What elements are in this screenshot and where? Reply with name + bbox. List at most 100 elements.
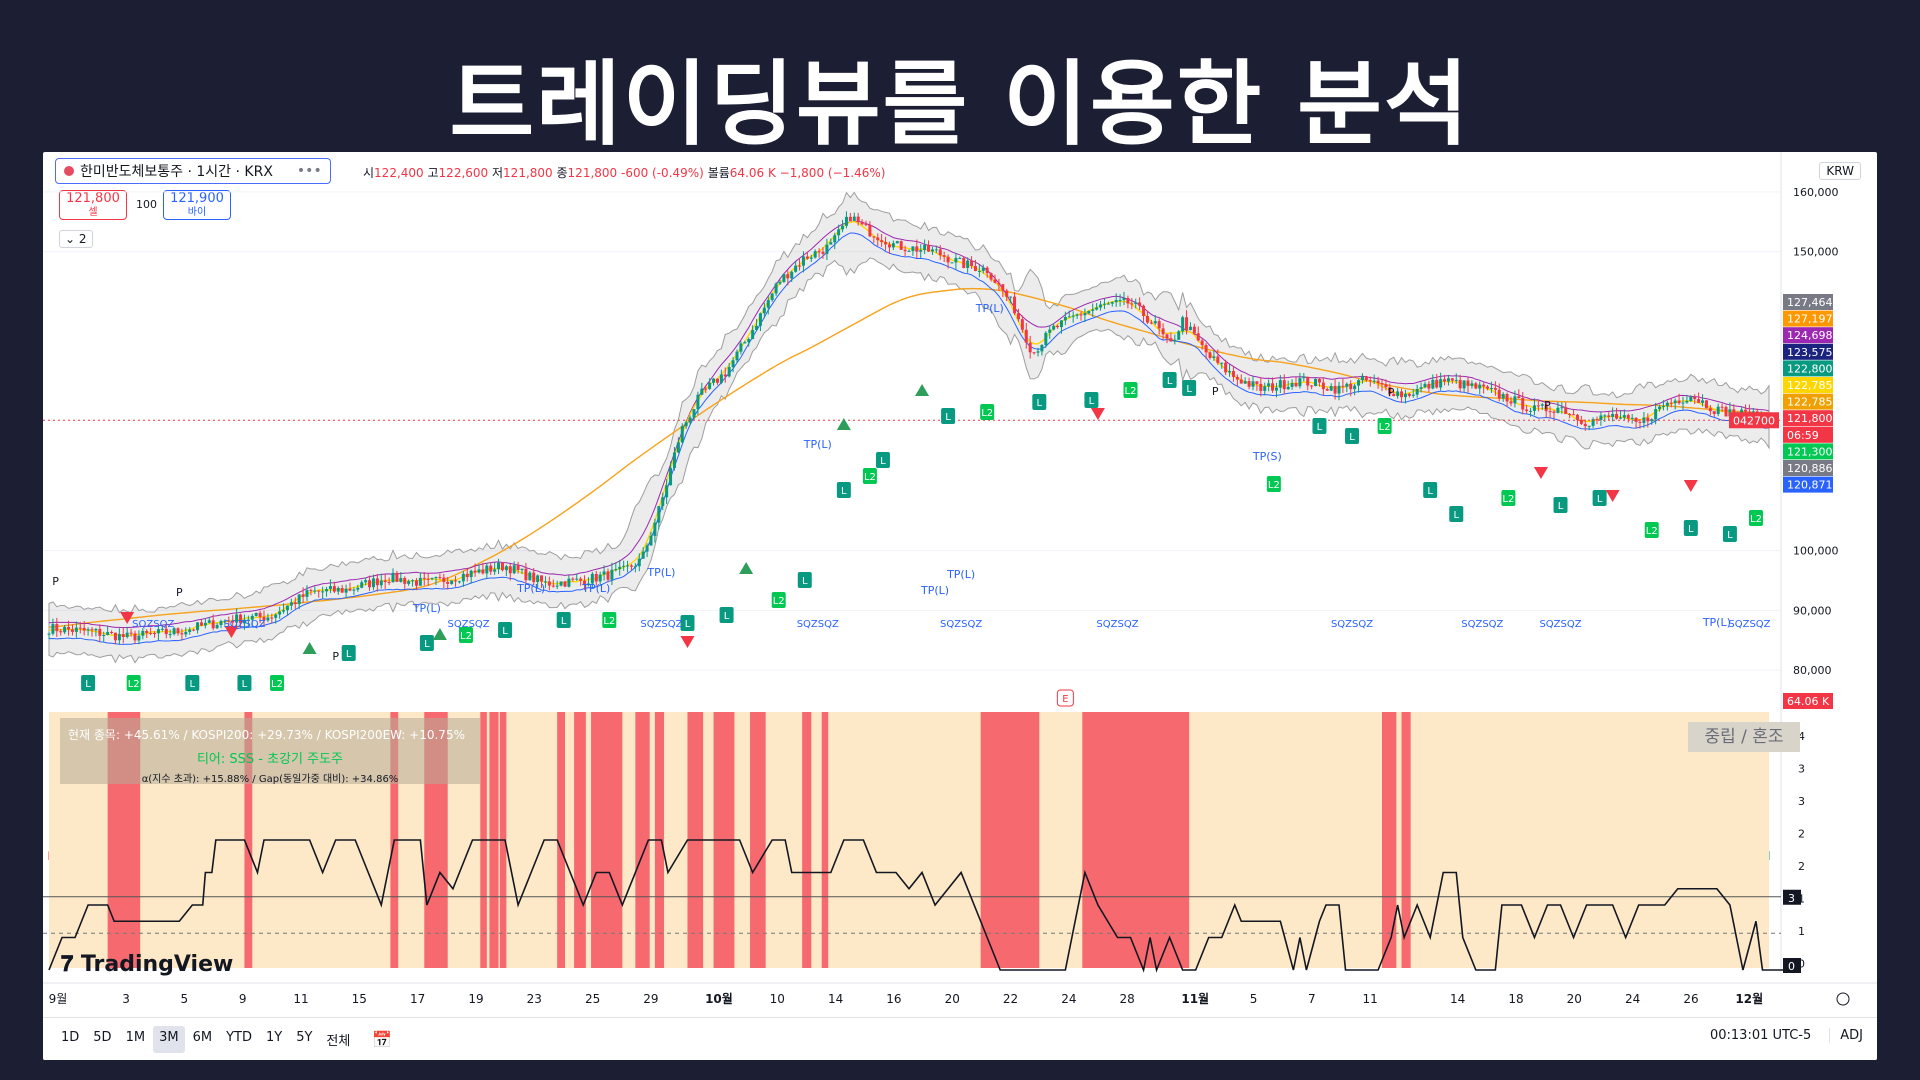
- clock[interactable]: 00:13:01 UTC-5: [1709, 1028, 1812, 1043]
- candle-body: [1364, 376, 1368, 381]
- candle-body: [403, 578, 407, 584]
- more-icon[interactable]: •••: [296, 163, 322, 179]
- long-signal-marker: [126, 675, 141, 691]
- squeeze-label: SQZSQZ: [640, 619, 682, 630]
- currency-select[interactable]: KRW: [1819, 162, 1861, 180]
- adj-button[interactable]: ADJ: [1829, 1028, 1863, 1043]
- quantity-field[interactable]: 100: [136, 198, 157, 211]
- time-tick-label: 10월: [705, 991, 733, 1006]
- range-button[interactable]: 5Y: [296, 1029, 313, 1045]
- long-signal-marker: [680, 615, 695, 631]
- regime-band: [750, 712, 766, 968]
- sell-triangle-marker: [1605, 490, 1620, 502]
- sell-triangle-marker: [1533, 467, 1548, 479]
- indicator-tick-label: 3: [1798, 763, 1805, 776]
- candle-body: [626, 565, 630, 567]
- candle-body: [1427, 383, 1431, 389]
- candle-body: [1290, 383, 1294, 387]
- candle-body: [1349, 383, 1353, 390]
- candle-body: [618, 566, 622, 570]
- candle-body: [176, 628, 180, 634]
- range-button[interactable]: 3M: [153, 1025, 185, 1053]
- candle-body: [1153, 321, 1157, 324]
- candle-body: [649, 535, 653, 546]
- candle-body: [860, 221, 864, 225]
- open-value: 122,400: [374, 166, 424, 180]
- candle-body: [360, 582, 364, 588]
- time-tick-label: 3: [122, 992, 130, 1006]
- range-button[interactable]: 1M: [125, 1029, 146, 1045]
- squeeze-label: SQZSQZ: [1461, 619, 1503, 630]
- buy-button[interactable]: 121,900 바이: [163, 190, 231, 220]
- close-value: 121,800: [567, 166, 618, 180]
- long-signal-marker: [270, 675, 285, 691]
- candle-body: [1521, 398, 1525, 410]
- candle-body: [1661, 405, 1665, 407]
- candle-body: [1611, 413, 1615, 417]
- candle-body: [622, 565, 626, 567]
- range-button[interactable]: 1D: [61, 1029, 80, 1045]
- time-tick-label: 15: [352, 992, 367, 1006]
- bottom-right-controls: 00:13:01 UTC-5 ADJ: [1710, 1028, 1863, 1043]
- candle-body: [1059, 320, 1063, 328]
- candle-body: [1110, 302, 1114, 304]
- squeeze-label: SQZSQZ: [1331, 619, 1373, 630]
- candle-body: [199, 622, 203, 626]
- range-button[interactable]: YTD: [226, 1029, 252, 1045]
- long-signal-label: L2: [1502, 494, 1514, 505]
- sell-button[interactable]: 121,800 셀: [59, 190, 127, 220]
- candle-body: [966, 260, 970, 268]
- candle-body: [977, 270, 981, 272]
- calendar-icon[interactable]: 📅: [372, 1029, 393, 1049]
- sell-triangle-marker: [224, 626, 239, 638]
- long-signal-marker: [1501, 490, 1516, 506]
- symbol-legend[interactable]: 한미반도체보통주 · 1시간 · KRX •••: [55, 158, 331, 184]
- candle-body: [168, 634, 172, 636]
- candle-body: [989, 273, 993, 280]
- buy-label: 바이: [187, 207, 207, 218]
- candle-body: [133, 633, 137, 641]
- indicator-tick-label: 0: [1798, 958, 1805, 971]
- candle-body: [739, 343, 743, 352]
- candle-body: [172, 628, 176, 635]
- candle-body: [1122, 298, 1126, 300]
- candle-body: [547, 581, 551, 586]
- range-button[interactable]: 전체: [326, 1033, 351, 1049]
- candle-body: [770, 293, 774, 301]
- regime-band: [574, 712, 586, 968]
- time-tick-label: 11월: [1181, 991, 1209, 1006]
- candle-body: [973, 265, 977, 272]
- bollinger-band: [48, 191, 1770, 664]
- range-button[interactable]: 5D: [93, 1029, 112, 1045]
- candle-body: [1368, 380, 1372, 382]
- candle-body: [899, 241, 903, 250]
- squeeze-label: SQZSQZ: [1096, 619, 1138, 630]
- candle-body: [1630, 417, 1634, 419]
- candle-body: [454, 580, 458, 582]
- candle-body: [1106, 303, 1110, 305]
- earnings-marker: [1056, 689, 1074, 707]
- chart-canvas[interactable]: 160,000 150,000 100,000 90,000 80,000 042700 1…: [43, 152, 1877, 1018]
- regime-band: [1082, 712, 1190, 968]
- candle-body: [1134, 302, 1138, 304]
- status-line-3: α(지수 초과): +15.88% / Gap(동일가중 대비): +34.86…: [141, 774, 399, 785]
- candle-body: [731, 360, 735, 368]
- candle-body: [110, 632, 114, 634]
- price-badge: [1783, 410, 1833, 427]
- status-line-2: 티어: SSS - 초강기 주도주: [196, 752, 344, 767]
- candle-body: [368, 580, 372, 588]
- range-button[interactable]: 6M: [192, 1029, 213, 1045]
- time-tick-label: 19: [468, 992, 483, 1006]
- range-button[interactable]: 1Y: [265, 1029, 283, 1045]
- indicator-collapse-button[interactable]: ⌄ 2: [59, 230, 93, 248]
- candle-body: [231, 620, 235, 623]
- long-signal-label: L: [1427, 486, 1433, 497]
- candle-body: [1079, 314, 1083, 316]
- long-signal-marker: [237, 675, 252, 691]
- buy-triangle-marker: [432, 628, 447, 640]
- candle-body: [934, 249, 938, 251]
- candle-body: [156, 629, 160, 634]
- candle-body: [1618, 417, 1622, 419]
- candle-body: [1509, 401, 1513, 404]
- candle-body: [223, 620, 227, 622]
